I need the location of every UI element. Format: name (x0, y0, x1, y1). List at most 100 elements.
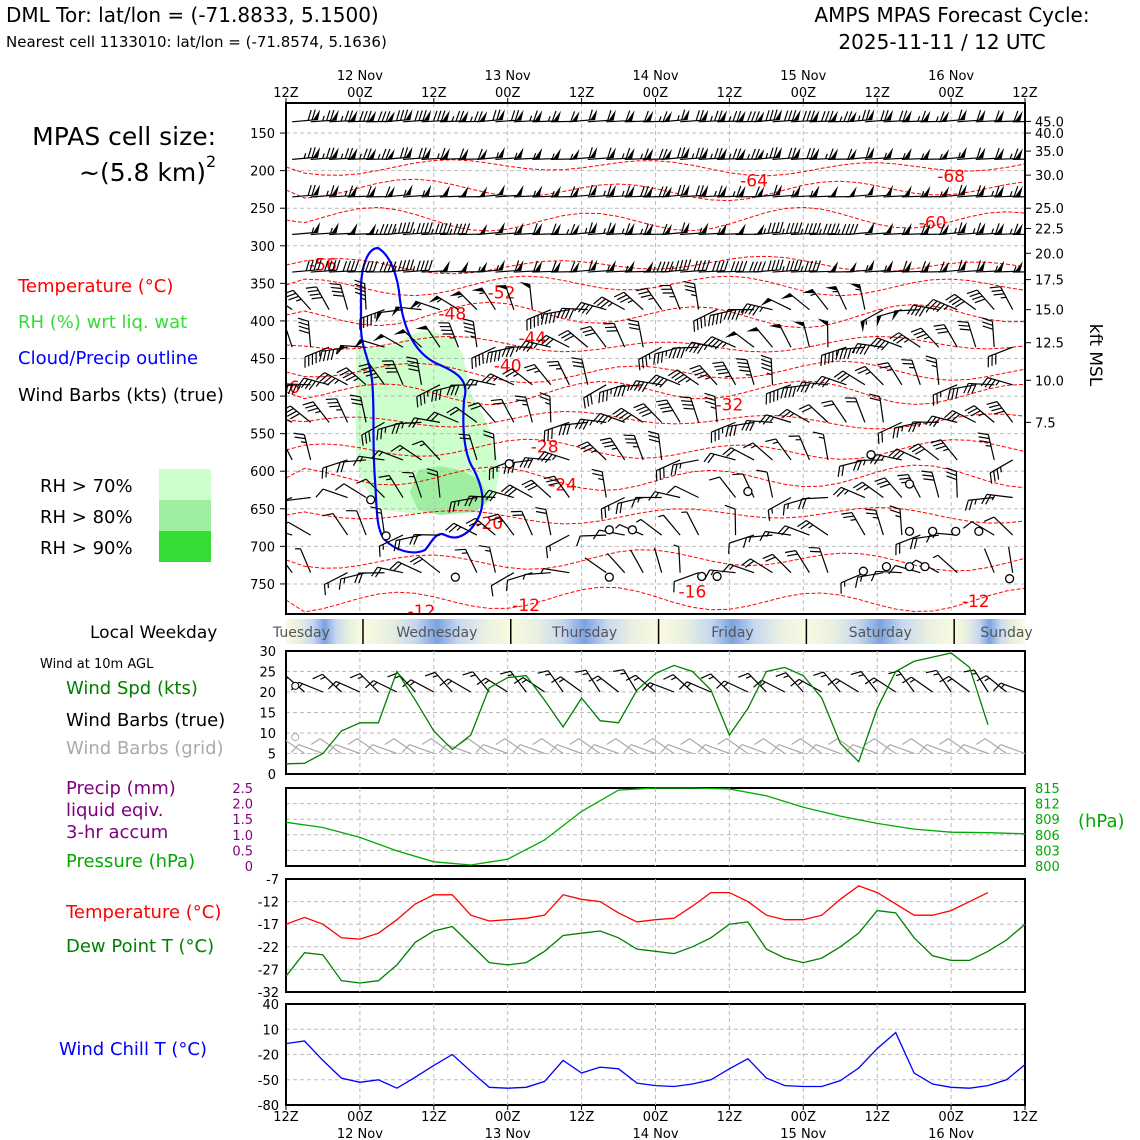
barb-feather (403, 147, 409, 158)
barb-staff (495, 194, 522, 198)
barb-feather (841, 223, 847, 235)
isotherm-label: -12 (512, 596, 540, 616)
bottom-date-label: 16 Nov (928, 1127, 974, 1140)
barb-feather (305, 404, 316, 409)
barb-staff (747, 303, 773, 311)
barb-staff (412, 472, 423, 498)
barb-half (839, 116, 843, 122)
barb-feather (951, 413, 961, 422)
barb-feather (839, 348, 844, 360)
barb-staff (286, 738, 305, 754)
barb-feather (908, 421, 914, 433)
wind-barb (758, 414, 792, 425)
barb-feather (505, 580, 509, 592)
barb-half (515, 346, 519, 353)
legend-pressure: Pressure (hPa) (66, 851, 195, 872)
barb-staff (310, 232, 337, 236)
barb-feather (621, 385, 626, 397)
barb-feather (350, 398, 362, 402)
barb-flag (1034, 262, 1042, 272)
wind10-barb (888, 670, 915, 693)
wind-barb (679, 396, 700, 423)
barb-feather (512, 744, 521, 754)
barb-staff (471, 346, 496, 359)
wind-barb (869, 337, 903, 351)
wind10-barb (537, 670, 564, 693)
barb-feather (750, 111, 756, 122)
wind-barb (772, 109, 801, 123)
wind-barb (464, 495, 496, 507)
barb-feather (438, 744, 447, 754)
barb-feather (633, 381, 641, 391)
wind10-barb-grid (495, 738, 527, 754)
barb-feather (288, 295, 299, 301)
barb-staff (963, 744, 989, 755)
wind-barb (741, 419, 773, 432)
wind-barb (854, 572, 884, 588)
wind-barb (989, 286, 1014, 310)
barb-feather (888, 565, 896, 575)
barb-feather (629, 326, 640, 331)
barb-half (865, 265, 869, 271)
barb-half (865, 371, 871, 375)
barb-feather (769, 392, 771, 404)
barb-staff (821, 346, 847, 356)
barb-feather (383, 261, 389, 272)
barb-feather (856, 460, 862, 471)
barb-feather (564, 335, 575, 342)
barb-feather (678, 681, 688, 690)
wind-barb (933, 324, 958, 348)
barb-feather (590, 393, 593, 405)
barb-staff (976, 289, 995, 311)
barb-feather (773, 184, 778, 196)
barb-staff (837, 738, 860, 754)
barb-half (1000, 684, 1005, 689)
barb-feather (754, 148, 760, 160)
barb-staff (788, 292, 810, 311)
barb-staff (938, 156, 965, 160)
wind-barb (305, 286, 330, 310)
weekday-label: Sunday (980, 625, 1032, 641)
barb-staff (957, 232, 984, 236)
wind-barb (833, 370, 866, 386)
barb-feather (549, 744, 558, 754)
wind-barb (963, 382, 995, 394)
barb-feather (964, 500, 969, 511)
barb-staff (746, 359, 755, 385)
wind-barb (448, 496, 478, 513)
barb-feather (354, 287, 366, 293)
wind-barb (439, 223, 471, 236)
barb-feather (821, 378, 830, 388)
wind-barb (446, 406, 478, 423)
barb-feather (656, 399, 667, 403)
barb-feather (367, 185, 372, 197)
barb-half (620, 672, 626, 675)
barb-half (985, 444, 992, 447)
barb-feather (988, 379, 996, 389)
barb-feather (641, 357, 644, 369)
barb-feather (762, 415, 771, 425)
precip-tick-label: 2.5 (232, 782, 253, 797)
barb-staff (936, 670, 952, 693)
barb-feather (828, 148, 834, 159)
barb-feather (613, 386, 618, 398)
barb-staff (877, 337, 903, 348)
barb-staff (638, 346, 662, 360)
barb-staff (546, 534, 570, 548)
barb-feather (911, 445, 922, 453)
barb-half (745, 675, 752, 679)
wind10-barb-grid (549, 744, 582, 755)
barb-feather (613, 291, 625, 298)
barb-staff (397, 561, 422, 574)
barb-feather (547, 429, 550, 441)
wind-barb (286, 496, 311, 502)
isotherm-line (286, 275, 1025, 297)
barb-staff (303, 377, 330, 386)
wind-barb (727, 534, 755, 554)
barb-feather (446, 222, 452, 234)
barb-feather (709, 476, 720, 481)
barb-half (677, 115, 680, 121)
barb-half (640, 153, 644, 160)
barb-feather (685, 288, 696, 293)
barb-feather (399, 109, 405, 121)
